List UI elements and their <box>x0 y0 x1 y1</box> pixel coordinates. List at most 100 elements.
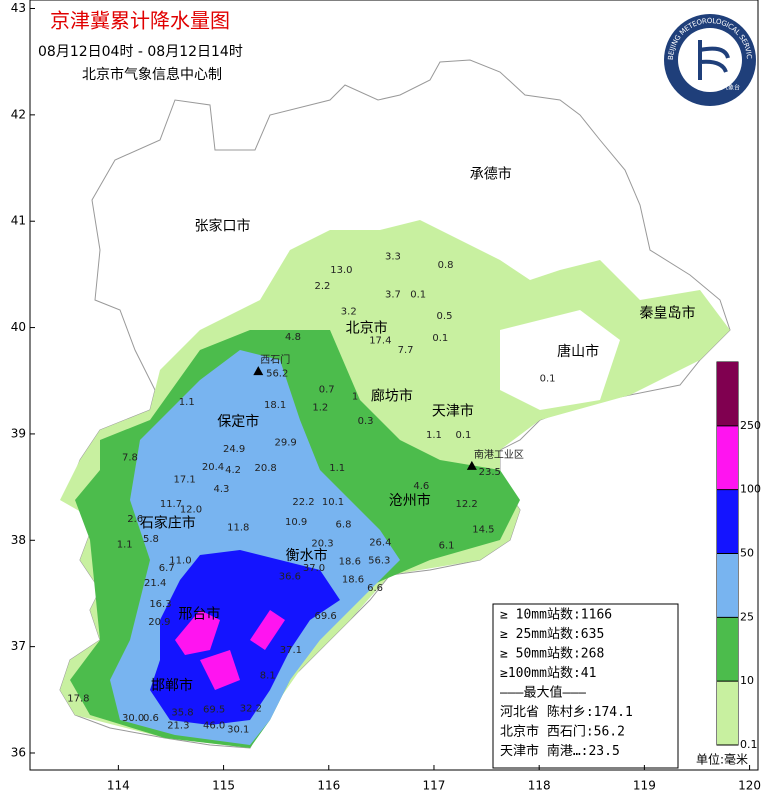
station-value: 18.6 <box>339 557 361 568</box>
city-name: 衡水市 <box>286 547 328 564</box>
station-value: 4.3 <box>214 484 230 495</box>
legend-band <box>717 362 738 426</box>
period: 08月12日04时 - 08月12日14时 <box>38 44 243 60</box>
station-value: 37.1 <box>280 645 302 656</box>
city-name: 张家口市 <box>195 218 251 235</box>
station-value: 7.7 <box>398 345 414 356</box>
station-value: 20.9 <box>148 617 170 628</box>
legend-label: 100 <box>740 483 761 496</box>
station-value: 36.6 <box>279 571 301 582</box>
station-value: 1.1 <box>117 540 133 551</box>
y-tick-label: 36 <box>11 745 26 759</box>
legend-label: 0.1 <box>740 738 758 751</box>
station-value: 56.3 <box>368 555 390 566</box>
station-value: 17.1 <box>174 475 196 486</box>
station-value: 3.3 <box>385 251 401 262</box>
station-value: 13.0 <box>330 265 352 276</box>
city-name: 唐山市 <box>557 343 599 360</box>
station-value: 2.6 <box>127 514 143 525</box>
station-value: 0.6 <box>143 713 159 724</box>
city-name: 邢台市 <box>178 606 220 623</box>
city-name: 石家庄市 <box>140 514 196 531</box>
station-value: 69.5 <box>203 704 225 715</box>
dry-area <box>500 310 620 410</box>
title: 京津冀累计降水量图 <box>50 9 230 33</box>
site-name: 西石门 <box>260 353 290 366</box>
station-value: 10.1 <box>322 497 344 508</box>
stats-row: ≥ 25mm站数:635 <box>500 627 604 642</box>
station-value: 12.0 <box>180 504 202 515</box>
station-value: 1.2 <box>312 402 328 413</box>
station-value: 17.8 <box>67 694 89 705</box>
station-value: 56.2 <box>266 368 288 379</box>
station-value: 0.3 <box>358 416 374 427</box>
station-value: 5.8 <box>143 534 159 545</box>
site-name: 南港工业区 <box>474 448 524 461</box>
legend-band <box>717 489 738 554</box>
city-name: 廊坊市 <box>371 388 413 405</box>
producer: 北京市气象信息中心制 <box>82 66 222 83</box>
y-tick-label: 39 <box>11 426 26 440</box>
x-tick-label: 117 <box>423 779 446 793</box>
y-tick-label: 42 <box>11 107 26 121</box>
stats-box <box>492 603 679 769</box>
stats-row: 天津市 南港…:23.5 <box>500 743 620 759</box>
station-value: 46.0 <box>203 720 225 731</box>
station-value: 0.1 <box>540 374 556 385</box>
station-value: 69.6 <box>314 611 336 622</box>
legend-label: 50 <box>740 547 754 560</box>
site-marker <box>466 460 477 470</box>
stats-row: ≥100mm站数:41 <box>500 666 596 681</box>
station-value: 20.3 <box>311 538 333 549</box>
station-value: 6.7 <box>159 563 175 574</box>
station-value: 0.5 <box>437 311 453 322</box>
city-name: 秦皇岛市 <box>640 305 696 322</box>
station-value: 22.2 <box>292 497 314 508</box>
station-value: 12.2 <box>455 499 477 510</box>
station-value: 6.6 <box>367 583 383 594</box>
station-value: 21.3 <box>167 720 189 731</box>
station-value: 18.6 <box>342 575 364 586</box>
y-tick-label: 41 <box>11 214 26 228</box>
station-value: 0.1 <box>410 290 426 301</box>
site-marker <box>253 366 264 376</box>
station-value: 3.2 <box>341 307 357 318</box>
station-value: 11.0 <box>169 555 191 566</box>
y-tick-label: 38 <box>11 533 26 547</box>
stats-row: ≥ 10mm站数:1166 <box>500 608 612 623</box>
legend-band <box>717 425 738 490</box>
station-value: 1 <box>352 392 358 403</box>
x-tick-label: 115 <box>212 779 235 793</box>
station-value: 35.8 <box>171 708 193 719</box>
station-value: 24.9 <box>223 444 245 455</box>
station-value: 17.4 <box>369 335 391 346</box>
station-value: 20.8 <box>255 463 277 474</box>
station-value: 0.1 <box>455 430 471 441</box>
station-value: 11.7 <box>160 499 182 510</box>
station-value: 2.2 <box>315 281 331 292</box>
y-tick-label: 40 <box>11 320 26 334</box>
station-value: 23.5 <box>479 467 501 478</box>
station-value: 4.2 <box>225 465 241 476</box>
rain-area <box>250 610 285 650</box>
region <box>59 59 731 749</box>
station-value: 11.8 <box>227 523 249 534</box>
x-tick-label: 114 <box>107 779 130 793</box>
station-value: 18.1 <box>264 400 286 411</box>
legend-label: 10 <box>740 674 754 687</box>
station-value: 21.4 <box>144 578 166 589</box>
station-value: 7.8 <box>122 452 138 463</box>
station-value: 0.1 <box>432 333 448 344</box>
stats-row: 北京市 西石门:56.2 <box>500 724 625 740</box>
city-name: 保定市 <box>217 413 259 430</box>
station-value: 26.4 <box>369 537 391 548</box>
x-tick-label: 120 <box>738 779 761 793</box>
station-value: 32.2 <box>240 703 262 714</box>
x-tick-label: 119 <box>633 779 656 793</box>
legend-label: 250 <box>740 419 761 432</box>
legend-unit: 单位:毫米 <box>696 752 748 767</box>
station-value: 8.1 <box>260 670 276 681</box>
station-value: 16.3 <box>149 599 171 610</box>
station-value: 1.1 <box>426 430 442 441</box>
